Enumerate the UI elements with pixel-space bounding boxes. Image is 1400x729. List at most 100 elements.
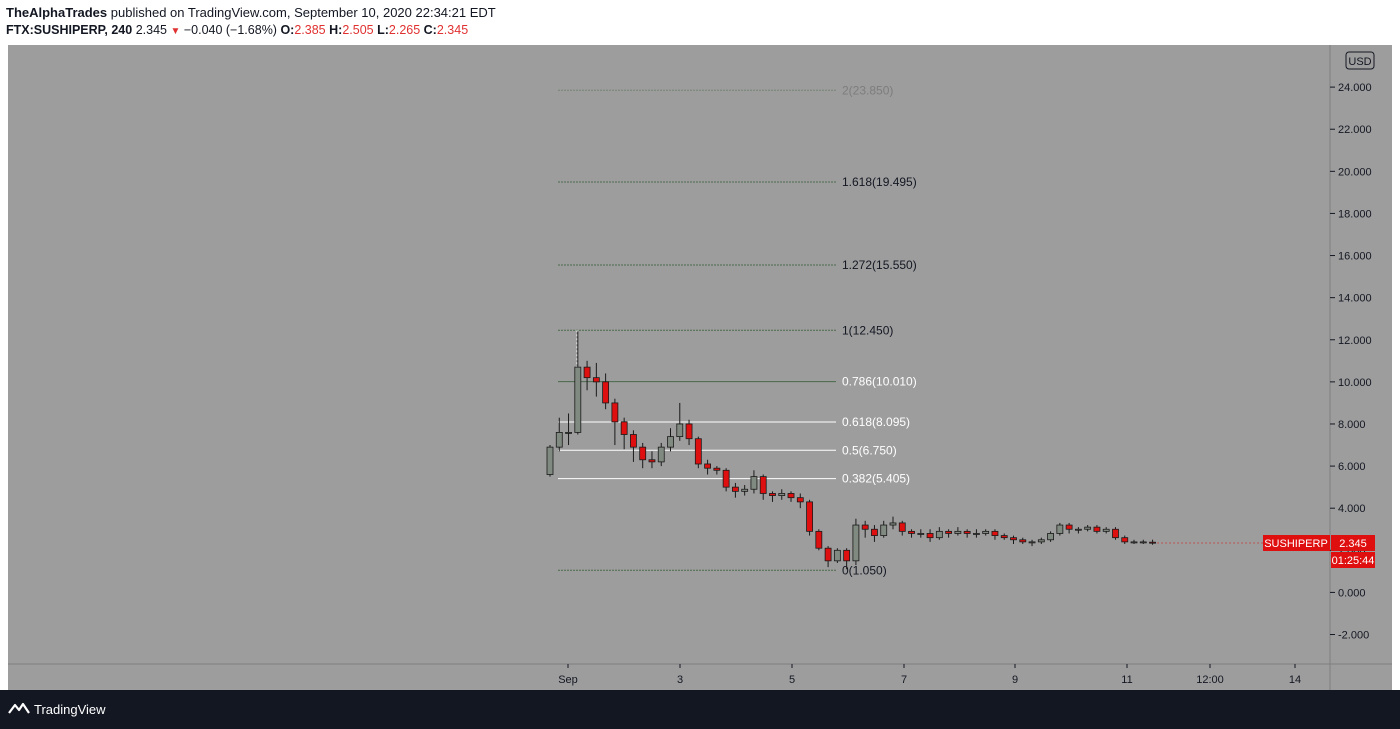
candle[interactable] xyxy=(555,417,563,452)
price-axis[interactable]: 24.000 22.000 20.000 18.000 16.000 14.000 12.0… xyxy=(1330,82,1372,642)
candle[interactable] xyxy=(815,529,823,551)
candles[interactable] xyxy=(546,331,1263,570)
close-value: 2.345 xyxy=(436,23,469,37)
y-tick-label: 22.000 xyxy=(1338,124,1372,136)
x-tick-label: 14 xyxy=(1289,674,1301,686)
candle[interactable] xyxy=(908,529,915,538)
x-tick-label: 3 xyxy=(677,674,683,686)
candle[interactable] xyxy=(565,413,572,446)
candle[interactable] xyxy=(852,518,860,566)
candle[interactable] xyxy=(1019,537,1027,544)
y-tick-label: 24.000 xyxy=(1338,82,1372,94)
candle[interactable] xyxy=(843,548,851,570)
fib-level-label: 1.272(15.550) xyxy=(842,258,917,272)
candle[interactable] xyxy=(796,493,804,509)
y-tick-label: 20.000 xyxy=(1338,166,1372,178)
fib-level-label: 2(23.850) xyxy=(842,83,893,97)
down-arrow-icon: ▼ xyxy=(170,26,181,37)
last-price-marker: SUSHIPERP 2.345 01:25:44 xyxy=(1263,535,1375,568)
candle[interactable] xyxy=(648,451,656,469)
fib-level-label: 0.618(8.095) xyxy=(842,415,910,429)
candle[interactable] xyxy=(787,491,795,502)
fib-level-label: 0(1.050) xyxy=(842,563,887,577)
open-value: 2.385 xyxy=(294,23,326,37)
candle[interactable] xyxy=(954,527,962,536)
candle[interactable] xyxy=(1149,539,1156,545)
candle[interactable] xyxy=(1084,525,1092,532)
candle[interactable] xyxy=(935,527,943,540)
candle[interactable] xyxy=(824,546,832,568)
candle[interactable] xyxy=(861,520,869,538)
currency-badge[interactable]: USD xyxy=(1345,51,1375,70)
candle[interactable] xyxy=(583,360,591,391)
candle[interactable] xyxy=(889,516,897,530)
candle[interactable] xyxy=(592,362,600,397)
candle[interactable] xyxy=(759,474,767,500)
candlestick-chart[interactable]: 2(23.850) 1.618(19.495) 1.272(15.550) 1(12.… xyxy=(8,45,1392,690)
fib-level-label: 1(12.450) xyxy=(842,323,893,337)
tradingview-brand[interactable]: TradingView xyxy=(34,702,106,717)
candle[interactable] xyxy=(1047,531,1054,542)
candle[interactable] xyxy=(630,430,637,462)
y-tick-label: 6.000 xyxy=(1338,461,1366,473)
change-value: −0.040 (−1.68%) xyxy=(183,23,277,37)
chart-header: TheAlphaTrades published on TradingView.… xyxy=(0,0,1400,44)
candle[interactable] xyxy=(1056,522,1064,536)
candle[interactable] xyxy=(926,529,934,542)
candle[interactable] xyxy=(982,529,990,536)
open-label: O: xyxy=(280,23,295,37)
footer-bar: TradingView xyxy=(0,690,1400,729)
candle[interactable] xyxy=(1065,522,1073,534)
time-axis[interactable]: Sep 3 5 7 9 11 12:00 14 xyxy=(558,664,1301,686)
fib-level-label: 0.5(6.750) xyxy=(842,443,897,457)
candle[interactable] xyxy=(871,525,878,542)
candle[interactable] xyxy=(917,529,925,538)
candle[interactable] xyxy=(769,491,776,502)
candle[interactable] xyxy=(778,489,786,500)
candle[interactable] xyxy=(898,520,906,536)
candle[interactable] xyxy=(1074,527,1082,534)
chart-area[interactable]: 2(23.850) 1.618(19.495) 1.272(15.550) 1(12.… xyxy=(8,45,1392,690)
candle[interactable] xyxy=(963,529,971,538)
candle[interactable] xyxy=(1037,537,1045,544)
candle[interactable] xyxy=(1139,539,1147,544)
candle[interactable] xyxy=(806,499,813,536)
candle[interactable] xyxy=(713,466,721,475)
candle[interactable] xyxy=(741,485,749,496)
candle[interactable] xyxy=(991,529,999,540)
candle[interactable] xyxy=(694,436,702,469)
publisher-name[interactable]: TheAlphaTrades xyxy=(6,5,108,20)
tradingview-logo-icon[interactable] xyxy=(8,701,30,718)
candle[interactable] xyxy=(1028,539,1036,547)
candle[interactable] xyxy=(546,445,554,477)
candle[interactable] xyxy=(667,428,674,452)
candle[interactable] xyxy=(973,529,980,538)
candle[interactable] xyxy=(704,459,711,475)
x-tick-label: 9 xyxy=(1012,674,1018,686)
candle[interactable] xyxy=(1102,527,1110,534)
candle[interactable] xyxy=(620,417,628,450)
candle[interactable] xyxy=(833,548,841,563)
candle[interactable] xyxy=(732,482,739,498)
candle[interactable] xyxy=(1130,539,1138,544)
candle[interactable] xyxy=(722,468,730,492)
candle[interactable] xyxy=(880,520,888,538)
candle[interactable] xyxy=(685,419,693,446)
fibonacci-extension[interactable]: 2(23.850) 1.618(19.495) 1.272(15.550) 1(12.… xyxy=(558,83,917,577)
candle[interactable] xyxy=(574,331,582,435)
y-tick-label: 12.000 xyxy=(1338,335,1372,347)
y-tick-label: 8.000 xyxy=(1338,419,1366,431)
candle[interactable] xyxy=(1000,533,1008,540)
candle[interactable] xyxy=(1093,525,1101,534)
candle[interactable] xyxy=(657,442,665,467)
fib-level-label: 1.618(19.495) xyxy=(842,175,917,189)
candle[interactable] xyxy=(1010,535,1017,544)
candle[interactable] xyxy=(639,442,647,469)
candle[interactable] xyxy=(1112,527,1119,540)
candle[interactable] xyxy=(602,373,610,410)
candle[interactable] xyxy=(1121,535,1129,544)
candle[interactable] xyxy=(676,402,684,441)
candle[interactable] xyxy=(750,470,758,494)
candle[interactable] xyxy=(945,529,953,538)
candle[interactable] xyxy=(611,398,619,446)
